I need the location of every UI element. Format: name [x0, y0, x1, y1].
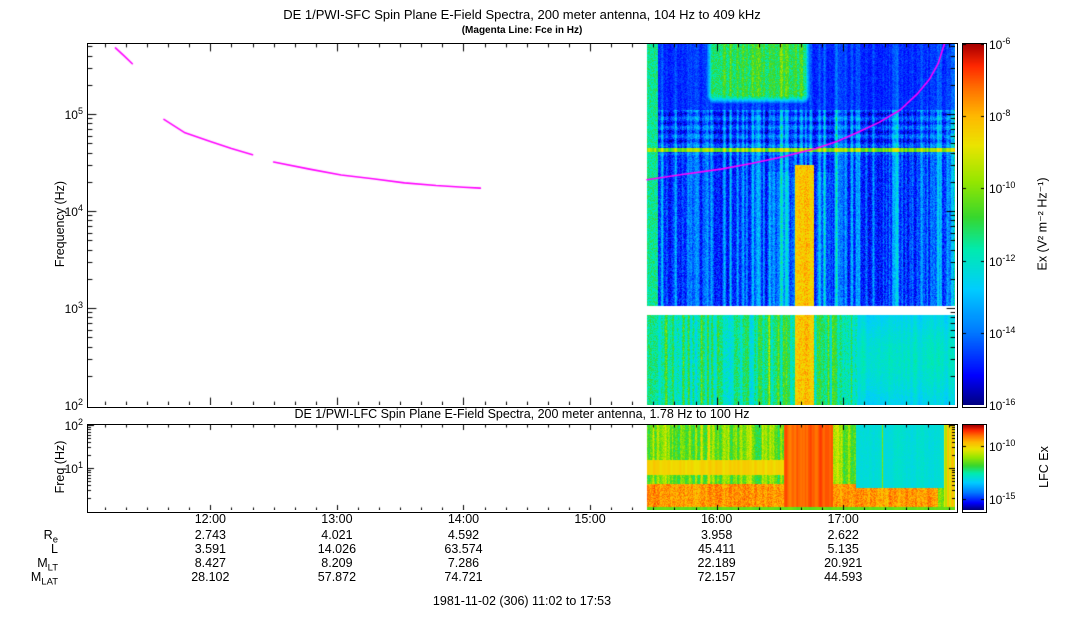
sfc-colorbar-canvas: [963, 44, 984, 405]
lfc-ytick-label: 102: [64, 417, 83, 433]
lfc-title: DE 1/PWI-LFC Spin Plane E-Field Spectra,…: [294, 407, 750, 421]
sfc-colorbar-label: Ex (V² m⁻² Hz⁻¹): [1035, 177, 1050, 271]
sfc-colorbar-tick-label: 10-8: [989, 108, 1011, 125]
ephemeris-row-label-l: L: [0, 543, 58, 559]
ephemeris-value: 28.102: [191, 570, 230, 584]
time-tick-label: 15:00: [574, 512, 606, 526]
ephemeris-value: 20.921: [824, 556, 863, 570]
sfc-colorbar-tick-label: 10-10: [989, 180, 1016, 197]
sfc-ytick-label: 103: [64, 300, 83, 316]
sfc-title: DE 1/PWI-SFC Spin Plane E-Field Spectra,…: [283, 7, 761, 22]
lfc-spectrogram-panel: [87, 424, 958, 513]
lfc-colorbar: [962, 424, 987, 513]
sfc-colorbar-tick-label: 10-6: [989, 36, 1011, 52]
ephemeris-value: 45.411: [697, 542, 736, 556]
sfc-colorbar-tick-label: 10-12: [989, 252, 1016, 269]
ephemeris-row-label-main: L: [51, 542, 58, 556]
ephemeris-value: 8.427: [194, 556, 226, 570]
ephemeris-row-label-sub: e: [52, 534, 58, 546]
sfc-colorbar-tick-label: 10-16: [989, 397, 1016, 413]
ephemeris-row-label-mlat: MLAT: [0, 571, 58, 587]
ephemeris-value: 44.593: [824, 570, 863, 584]
time-tick-label: 16:00: [700, 512, 733, 526]
ephemeris-value: 4.592: [447, 528, 480, 542]
ephemeris-value: 8.209: [321, 556, 353, 570]
lfc-spectrogram-canvas: [88, 425, 955, 510]
ephemeris-value: 2.622: [827, 528, 859, 542]
sfc-ytick-label: 104: [64, 203, 83, 219]
sfc-spectrogram-canvas: [88, 44, 955, 405]
footer-caption: 1981-11-02 (306) 11:02 to 17:53: [432, 594, 612, 608]
ephemeris-row-label-main: M: [30, 570, 42, 584]
time-tick-label: 13:00: [321, 512, 353, 526]
lfc-colorbar-canvas: [963, 425, 984, 510]
lfc-ytick-label: 101: [64, 460, 83, 476]
ephemeris-value: 7.286: [447, 556, 480, 570]
sfc-spectrogram-panel: [87, 43, 958, 408]
ephemeris-value: 4.021: [321, 528, 353, 542]
lfc-colorbar-tick-label: 10-15: [989, 491, 1016, 508]
ephemeris-value: 74.721: [444, 570, 483, 584]
ephemeris-value: 57.872: [317, 570, 357, 584]
ephemeris-row-label-mlt: MLT: [0, 557, 58, 573]
ephemeris-row-label-sub: LT: [47, 562, 58, 574]
sfc-y-axis-label: Frequency (Hz): [53, 180, 67, 268]
ephemeris-row-label-main: M: [37, 556, 48, 570]
ephemeris-value: 63.574: [444, 542, 483, 556]
ephemeris-value: 14.026: [317, 542, 357, 556]
time-tick-label: 14:00: [447, 512, 480, 526]
ephemeris-value: 2.743: [194, 528, 226, 542]
sfc-subtitle: (Magenta Line: Fce in Hz): [461, 25, 583, 36]
sfc-colorbar-tick-label: 10-14: [989, 324, 1016, 341]
time-tick-label: 12:00: [194, 512, 226, 526]
ephemeris-value: 3.591: [194, 542, 226, 556]
lfc-colorbar-tick-label: 10-10: [989, 438, 1016, 455]
lfc-colorbar-label: LFC Ex: [1037, 446, 1051, 488]
time-tick-label: 17:00: [827, 512, 859, 526]
ephemeris-row-label-sub: LAT: [41, 576, 58, 588]
sfc-colorbar: [962, 43, 987, 408]
sfc-ytick-label: 102: [64, 397, 83, 413]
ephemeris-value: 72.157: [697, 570, 736, 584]
ephemeris-value: 22.189: [697, 556, 736, 570]
ephemeris-value: 3.958: [700, 528, 733, 542]
ephemeris-row-label-main: R: [43, 528, 53, 542]
sfc-ytick-label: 105: [64, 106, 83, 122]
ephemeris-value: 5.135: [827, 542, 859, 556]
ephemeris-row-label-re: Re: [0, 529, 58, 545]
